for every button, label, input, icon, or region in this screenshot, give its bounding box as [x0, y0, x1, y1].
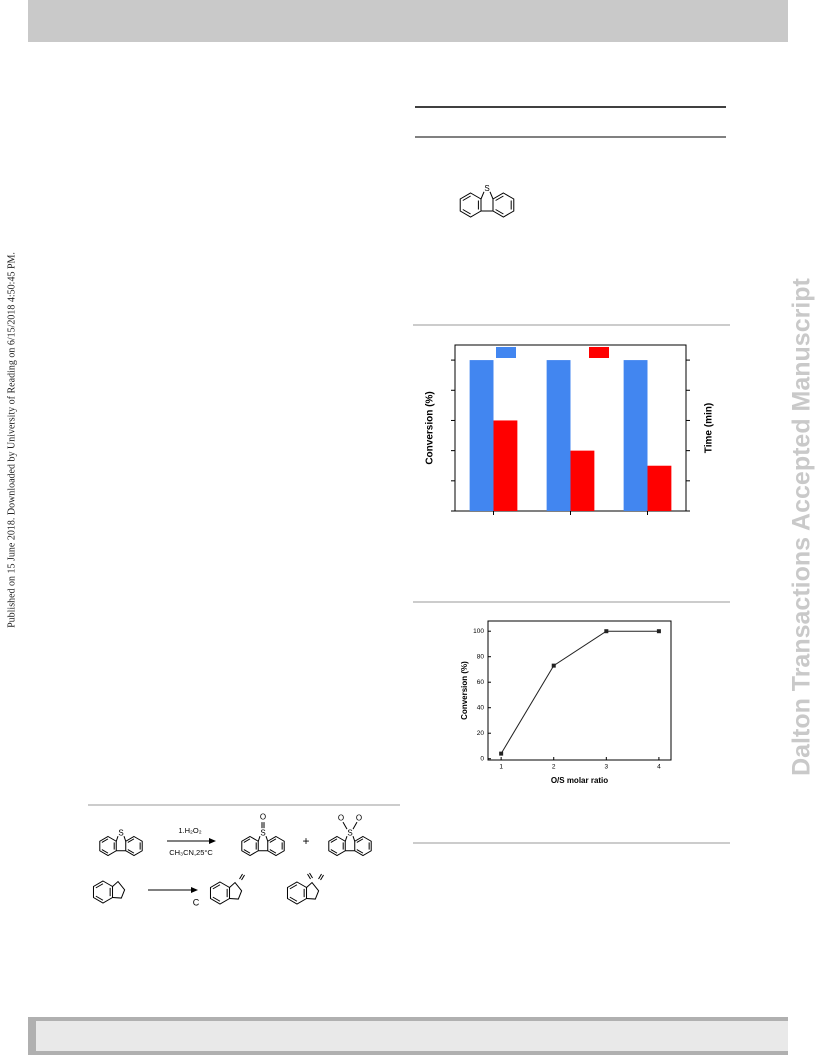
y-axis-label: Conversion (%): [425, 391, 436, 464]
header-bar: [28, 0, 788, 42]
watermark: Dalton Transactions Accepted Manuscript: [788, 277, 816, 775]
sidebar-text: Published on 15 June 2018. Downloaded by…: [6, 252, 17, 628]
bar: [623, 360, 648, 511]
y-axis-label: Conversion (%): [460, 661, 469, 720]
ring: [306, 881, 320, 900]
bar: [647, 465, 672, 511]
x-tick-label: 1: [499, 764, 503, 771]
bond: [495, 209, 504, 215]
conditions: CH₃CN,25°C: [169, 848, 213, 857]
bond: [356, 849, 364, 854]
bond: [320, 874, 324, 881]
atom-label: S: [484, 184, 489, 193]
y-tick-label: 100: [473, 628, 484, 635]
ring: [229, 881, 243, 900]
data-point: [551, 663, 556, 668]
data-line: [500, 630, 659, 754]
bond: [101, 849, 109, 854]
bond: [265, 836, 269, 842]
bond: [330, 838, 338, 843]
x-tick-label: 3: [605, 764, 609, 771]
bond: [95, 895, 104, 901]
scheme-label: C: [193, 897, 200, 907]
bond: [243, 838, 251, 843]
atom-label: S: [118, 828, 123, 837]
bond: [289, 896, 298, 902]
data-point: [656, 629, 661, 634]
bar: [570, 450, 595, 511]
atom-label: O: [338, 813, 344, 822]
x-tick-label: 4: [657, 764, 661, 771]
arrowhead: [191, 887, 198, 893]
atom-label: S: [260, 828, 265, 837]
bond: [269, 849, 277, 854]
bond: [212, 896, 221, 902]
y-tick-label: 80: [477, 653, 485, 660]
arrowhead: [209, 838, 216, 844]
bond: [127, 849, 135, 854]
bond: [318, 873, 322, 880]
y-tick-label: 60: [477, 679, 485, 686]
bond: [352, 821, 358, 830]
bond: [243, 849, 251, 854]
bond: [495, 195, 504, 201]
bond: [330, 849, 338, 854]
bond: [342, 821, 348, 830]
bond: [123, 836, 127, 842]
y2-axis-label: Time (min): [704, 403, 715, 453]
bond: [101, 838, 109, 843]
bond: [480, 191, 485, 200]
x-tick-label: 2: [552, 764, 556, 771]
bond: [269, 838, 277, 843]
atom-label: O: [260, 812, 266, 821]
bond: [462, 209, 471, 215]
bar: [469, 360, 494, 511]
y-tick-label: 0: [480, 755, 484, 762]
bond: [257, 836, 261, 842]
plot-frame: [487, 620, 672, 761]
bar: [546, 360, 571, 511]
bond: [241, 874, 245, 881]
ring: [459, 192, 482, 218]
bond: [462, 195, 471, 201]
bond: [344, 836, 348, 842]
data-point: [499, 751, 504, 756]
bond: [212, 884, 221, 890]
legend-swatch: [589, 347, 609, 358]
bond: [356, 838, 364, 843]
bond: [127, 838, 135, 843]
ring: [492, 192, 515, 218]
ring: [112, 880, 126, 899]
bar: [493, 420, 518, 511]
x-axis-label: O/S molar ratio: [551, 776, 608, 785]
bond: [239, 873, 243, 880]
y-tick-label: 40: [477, 704, 485, 711]
legend-swatch: [496, 347, 516, 358]
atom-label: O: [356, 813, 362, 822]
y-tick-label: 20: [477, 730, 485, 737]
data-point: [604, 629, 609, 634]
reagent: 1.H₂O₂: [178, 826, 201, 835]
bond: [489, 191, 494, 200]
bond: [95, 883, 104, 889]
plus-sign: +: [302, 834, 309, 848]
bond: [352, 836, 356, 842]
atom-label: S: [347, 828, 352, 837]
footer-inner: [36, 1021, 788, 1051]
bond: [307, 873, 311, 880]
bond: [309, 872, 313, 879]
bond: [289, 884, 298, 890]
bond: [115, 836, 119, 842]
